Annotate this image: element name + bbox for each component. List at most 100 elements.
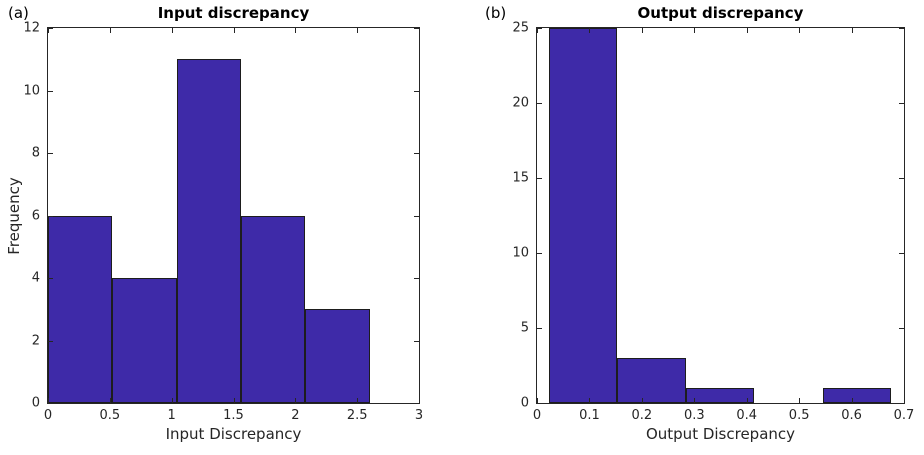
x-tick-mark [904,28,905,33]
y-tick-mark [414,153,419,154]
histogram-bar [176,59,241,403]
y-tick-mark [537,103,542,104]
y-tick-mark [414,278,419,279]
x-tick-mark [419,28,420,33]
x-tick-mark [233,28,235,33]
y-tick-mark [537,328,542,329]
x-tick-label: 0.3 [683,408,705,423]
y-tick-label: 6 [31,208,40,223]
y-tick-mark [899,328,904,329]
y-tick-mark [414,340,419,342]
x-tick-label: 2 [291,408,300,423]
x-tick-mark [641,28,643,33]
y-tick-mark [899,178,904,179]
y-tick-mark [899,403,904,404]
x-tick-mark [109,28,111,33]
y-tick-mark [899,253,904,254]
y-tick-label: 2 [31,333,40,348]
histogram-bar [617,358,686,403]
x-tick-mark [419,398,420,403]
histogram-bar [240,215,306,403]
x-tick-mark [109,398,111,403]
x-tick-label: 1 [167,408,176,423]
y-tick-mark [48,28,53,29]
panel-label-b: (b) [485,4,507,22]
x-tick-mark [48,28,49,33]
x-tick-label: 0.5 [99,408,121,423]
x-tick-label: 1.5 [223,408,244,423]
y-tick-mark [537,178,542,179]
y-tick-label: 12 [23,20,40,36]
chart-title-output: Output discrepancy [637,4,804,22]
x-axis-label-output: Output Discrepancy [645,425,796,443]
y-tick-mark [899,103,904,104]
histogram-bar [305,309,370,403]
y-tick-mark [537,403,542,404]
panel-output-discrepancy: (b) Output discrepancy 0 0.1 0.2 0.3 0.4 0.5 0… [462,0,924,455]
y-tick-mark [899,28,904,29]
y-tick-label: 0 [520,395,529,411]
y-tick-label: 8 [31,145,40,161]
y-tick-mark [414,90,419,92]
x-tick-mark [171,398,173,403]
x-tick-mark [746,398,748,403]
y-tick-mark [48,278,53,279]
x-tick-mark [233,398,235,403]
y-tick-label: 20 [512,95,529,111]
x-tick-mark [537,28,538,33]
plot-area-output: 0 0.1 0.2 0.3 0.4 0.5 0.6 0.7 0 5 10 15 20 25 [512,21,914,424]
y-tick-mark [414,28,419,29]
chart-title-input: Input discrepancy [157,4,310,22]
x-tick-mark [48,398,49,403]
histogram-bar [549,28,618,403]
x-tick-label: 0 [532,408,542,423]
y-tick-mark [414,215,419,217]
panel-input-discrepancy: (a) Input discrepancy 0 0.5 1 1.5 2 2.5 3 0 2 4 6 8… [5,4,424,443]
x-axis-label-input: Input Discrepancy [165,425,302,443]
x-tick-mark [904,398,905,403]
y-tick-mark [48,215,53,217]
x-tick-label: 0.1 [579,408,600,423]
x-tick-mark [694,398,696,403]
panel-label-a: (a) [8,4,29,22]
x-tick-mark [799,28,801,33]
x-tick-label: 0.4 [736,408,758,423]
y-axis-label-frequency: Frequency [5,177,23,255]
x-tick-mark [357,28,359,33]
y-tick-label: 25 [512,20,529,36]
x-tick-label: 0.6 [841,408,862,423]
y-tick-mark [414,403,419,404]
x-tick-label: 2.5 [346,408,368,423]
histogram-bar [48,215,113,403]
y-tick-label: 10 [23,83,40,98]
x-tick-mark [746,28,748,33]
y-tick-label: 15 [512,170,529,186]
histogram-bar [685,388,755,403]
y-tick-label: 10 [512,245,529,261]
x-tick-mark [851,28,853,33]
x-tick-mark [357,398,359,403]
x-tick-label: 0.7 [893,408,915,423]
x-tick-mark [851,398,853,403]
histogram-bar [112,278,177,403]
x-tick-mark [694,28,696,33]
x-tick-label: 0 [43,408,53,423]
y-tick-mark [48,153,53,154]
y-tick-label: 0 [31,395,40,411]
x-tick-mark [589,398,591,403]
y-tick-mark [48,90,53,92]
x-tick-mark [589,28,591,33]
x-tick-label: 0.5 [788,408,810,423]
y-tick-mark [537,253,542,254]
x-tick-label: 3 [414,408,424,423]
y-tick-mark [48,340,53,342]
y-tick-mark [537,28,542,29]
y-tick-label: 5 [520,320,529,336]
x-tick-mark [295,398,297,403]
histogram-bar [822,388,891,403]
x-tick-mark [295,28,297,33]
x-tick-mark [799,398,801,403]
x-tick-mark [537,398,538,403]
y-tick-mark [48,403,53,404]
